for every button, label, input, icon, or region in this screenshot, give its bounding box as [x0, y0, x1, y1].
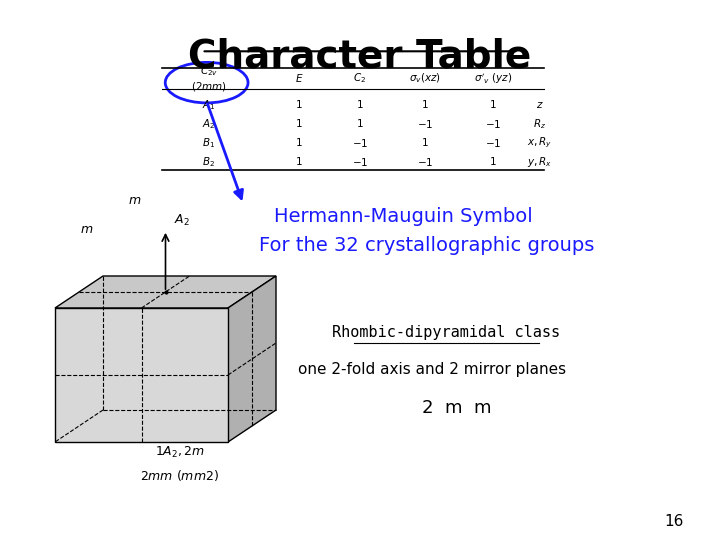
Text: m: m: [81, 223, 93, 237]
Text: $A_2$: $A_2$: [174, 213, 190, 228]
Text: 1: 1: [421, 100, 428, 110]
Text: $z$: $z$: [536, 100, 544, 110]
Text: 1: 1: [356, 100, 364, 110]
Text: $-1$: $-1$: [417, 118, 433, 130]
Text: $-1$: $-1$: [352, 137, 368, 149]
Text: 1: 1: [490, 157, 497, 167]
Text: 1: 1: [421, 138, 428, 148]
Text: $-1$: $-1$: [352, 156, 368, 168]
Polygon shape: [55, 276, 276, 308]
Text: 16: 16: [665, 514, 684, 529]
Text: m: m: [128, 194, 140, 207]
Text: $-1$: $-1$: [485, 118, 501, 130]
Text: 1: 1: [295, 100, 302, 110]
Text: $y, R_x$: $y, R_x$: [527, 155, 553, 169]
Text: $R_z$: $R_z$: [534, 117, 546, 131]
Text: Hermann-Mauguin Symbol: Hermann-Mauguin Symbol: [274, 206, 532, 226]
Text: 1: 1: [490, 100, 497, 110]
Text: 1: 1: [295, 119, 302, 129]
Text: $B_2$: $B_2$: [202, 155, 215, 169]
Text: For the 32 crystallographic groups: For the 32 crystallographic groups: [259, 236, 595, 255]
Text: 1: 1: [295, 138, 302, 148]
Text: $x, R_y$: $x, R_y$: [527, 136, 553, 150]
Text: $A_1$: $A_1$: [202, 98, 215, 112]
Text: $C_{2v}$
$(2mm)$: $C_{2v}$ $(2mm)$: [191, 64, 227, 93]
Text: $-1$: $-1$: [485, 137, 501, 149]
Text: Character Table: Character Table: [189, 38, 531, 76]
Text: $E$: $E$: [294, 72, 303, 84]
Text: $\sigma_v(xz)$: $\sigma_v(xz)$: [409, 71, 441, 85]
Text: $-1$: $-1$: [417, 156, 433, 168]
Text: $B_1$: $B_1$: [202, 136, 215, 150]
Polygon shape: [55, 308, 228, 442]
Text: $\sigma'_v\ (yz)$: $\sigma'_v\ (yz)$: [474, 71, 513, 85]
Text: $C_2$: $C_2$: [354, 71, 366, 85]
Polygon shape: [228, 276, 276, 442]
Text: 1: 1: [295, 157, 302, 167]
Text: $1A_2, 2m$: $1A_2, 2m$: [155, 446, 204, 461]
Text: 1: 1: [356, 119, 364, 129]
Text: $2mm\ (mm2)$: $2mm\ (mm2)$: [140, 468, 220, 483]
Text: Rhombic-dipyramidal class: Rhombic-dipyramidal class: [333, 325, 560, 340]
Text: $A_2$: $A_2$: [202, 117, 215, 131]
Text: 2  m  m: 2 m m: [423, 399, 492, 417]
Text: one 2-fold axis and 2 mirror planes: one 2-fold axis and 2 mirror planes: [298, 362, 566, 377]
